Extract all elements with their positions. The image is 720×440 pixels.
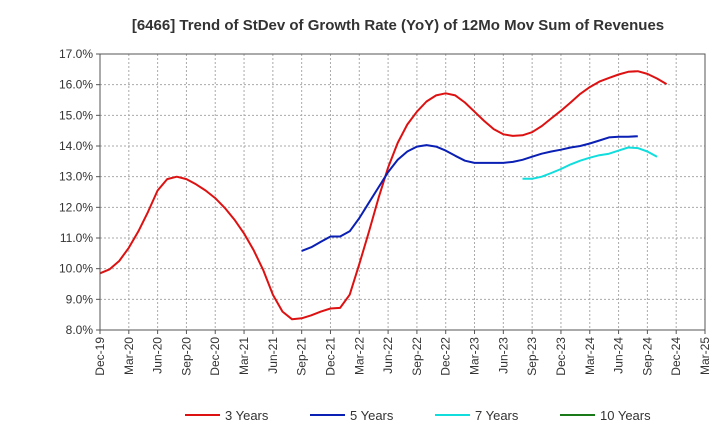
x-tick-label: Mar-20 [122,337,136,375]
y-tick-label: 16.0% [59,78,93,92]
x-tick-label: Jun-23 [496,337,510,374]
x-tick-label: Mar-23 [468,337,482,375]
legend-label: 3 Years [225,408,269,423]
x-tick-label: Dec-22 [439,337,453,376]
legend-label: 10 Years [600,408,651,423]
y-tick-label: 10.0% [59,262,93,276]
plot-frame [99,53,706,331]
x-tick-label: Sep-24 [640,337,654,376]
chart-title: [6466] Trend of StDev of Growth Rate (Yo… [132,17,664,34]
legend: 3 Years 5 Years 7 Years 10 Years [185,408,651,423]
x-tick-label: Dec-20 [208,337,222,376]
y-tick-label: 15.0% [59,108,93,122]
series-lines [99,70,668,321]
y-tick-label: 17.0% [59,47,93,61]
x-tick-label: Jun-20 [151,337,165,374]
y-tick-label: 14.0% [59,139,93,153]
x-tick-label: Sep-22 [410,337,424,376]
x-axis-ticks: Dec-19 Mar-20 Jun-20 Sep-20 Dec-20 Mar-21 Jun-… [93,330,712,376]
x-tick-label: Sep-23 [525,337,539,376]
x-tick-label: Jun-24 [612,337,626,374]
x-tick-label: Mar-25 [698,337,712,375]
y-tick-label: 12.0% [59,200,93,214]
legend-label: 5 Years [350,408,394,423]
series-line-5-years [301,135,638,252]
y-axis-ticks: 8.0% 9.0% 10.0% 11.0% 12.0% 13.0% 14.0% 15.0% 16… [59,47,100,337]
x-tick-label: Mar-24 [583,337,597,375]
y-tick-label: 13.0% [59,170,93,184]
x-tick-label: Dec-19 [93,337,107,376]
y-tick-label: 8.0% [66,323,94,337]
x-tick-label: Sep-20 [179,337,193,376]
x-tick-label: Jun-22 [381,337,395,374]
series-line-7-years [522,146,658,180]
x-tick-label: Dec-24 [669,337,683,376]
x-tick-label: Sep-21 [295,337,309,376]
x-tick-label: Mar-21 [237,337,251,375]
series-line-3-years [99,70,668,321]
x-tick-label: Mar-22 [352,337,366,375]
y-tick-label: 11.0% [60,231,93,245]
x-tick-label: Jun-21 [266,337,280,374]
y-tick-label: 9.0% [66,292,94,306]
x-tick-label: Dec-21 [323,337,337,376]
grid [99,53,706,331]
legend-label: 7 Years [475,408,519,423]
x-tick-label: Dec-23 [554,337,568,376]
